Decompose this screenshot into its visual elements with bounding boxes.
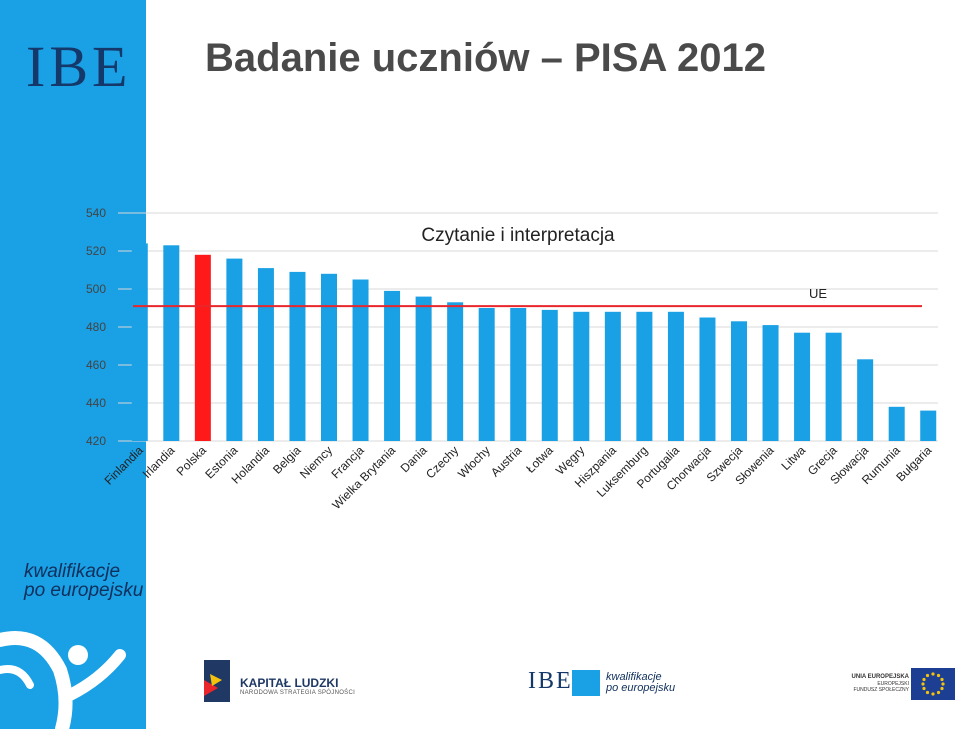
bar-Luksemburg (636, 311, 653, 441)
bar-Włochy (478, 308, 495, 441)
bar-Polska (194, 254, 211, 441)
x-tick-label: Bułgaria (893, 443, 934, 484)
tagline-line-2: po europejsku (24, 580, 144, 601)
bar-Estonia (226, 258, 243, 441)
bar-Portugalia (667, 311, 684, 441)
ibe-footer-tagline: kwalifikacje po europejsku (606, 672, 675, 694)
bar-Litwa (794, 332, 811, 441)
bar-Łotwa (541, 309, 558, 441)
eu-line-2: EUROPEJSKI (877, 681, 909, 687)
eu-flag-icon (911, 668, 955, 700)
ibe-footer-text: IBE (528, 668, 573, 694)
bar-Niemcy (321, 273, 337, 441)
figure-badge-icon (572, 670, 600, 696)
bar-Wielka Brytania (384, 290, 401, 441)
kapital-ludzki-title: KAPITAŁ LUDZKI (240, 676, 339, 690)
ibe-logo: IBE (26, 34, 132, 99)
x-tick-label: Irlandia (140, 443, 178, 481)
y-tick-label: 500 (86, 282, 106, 296)
bar-Węgry (573, 311, 590, 441)
bar-chart: 540 520 500 480 460 440 420 Czytanie i interpre… (86, 206, 938, 512)
bar-Szwecja (731, 321, 747, 441)
x-tick-label: Finlandia (102, 443, 147, 488)
ibe-footer-tag-line-2: po europejsku (606, 682, 676, 694)
bar-Francja (352, 279, 369, 441)
x-tick-label: Austria (488, 443, 525, 480)
bar-Słowenia (762, 325, 779, 441)
bar-Chorwacja (699, 317, 716, 441)
bar-Holandia (257, 268, 274, 441)
bar-Czechy (447, 302, 464, 441)
figure-swoosh-icon (0, 631, 126, 729)
tagline-line-1: kwalifikacje (24, 561, 121, 582)
x-tick-label: Czechy (423, 443, 461, 481)
ibe-footer-tag-line-1: kwalifikacje (606, 671, 662, 683)
x-tick-label: Włochy (455, 443, 493, 481)
eu-line-3: FUNDUSZ SPOŁECZNY (853, 687, 909, 693)
y-tick-label: 420 (86, 434, 106, 448)
y-tick-label: 440 (86, 396, 106, 410)
bar-Austria (510, 308, 527, 441)
kapital-ludzki-subtitle: NARODOWA STRATEGIA SPÓJNOŚCI (240, 690, 356, 696)
bar-Grecja (825, 332, 842, 441)
ue-reference-label: UE (809, 286, 827, 301)
y-tick-label: 520 (86, 244, 106, 258)
bar-Słowacja (857, 359, 874, 441)
sidebar-tagline: kwalifikacje po europejsku (24, 562, 144, 600)
eu-line-1: UNIA EUROPEJSKA (851, 674, 909, 680)
x-tick-label: Niemcy (297, 443, 335, 481)
chart-title: Czytanie i interpretacja (421, 225, 615, 246)
x-tick-label: Łotwa (523, 443, 556, 476)
y-tick-label: 460 (86, 358, 106, 372)
bar-Finlandia (131, 243, 148, 441)
bar-Irlandia (163, 245, 180, 441)
bar-Dania (415, 296, 432, 441)
bar-Belgia (289, 271, 306, 441)
bar-Bułgaria (920, 410, 937, 441)
kapital-ludzki-emblem-icon (204, 660, 230, 702)
page-title: Badanie uczniów – PISA 2012 (205, 36, 766, 80)
y-tick-label: 480 (86, 320, 106, 334)
y-tick-label: 540 (86, 206, 106, 220)
bar-Rumunia (888, 406, 905, 441)
bar-Hiszpania (604, 311, 621, 441)
